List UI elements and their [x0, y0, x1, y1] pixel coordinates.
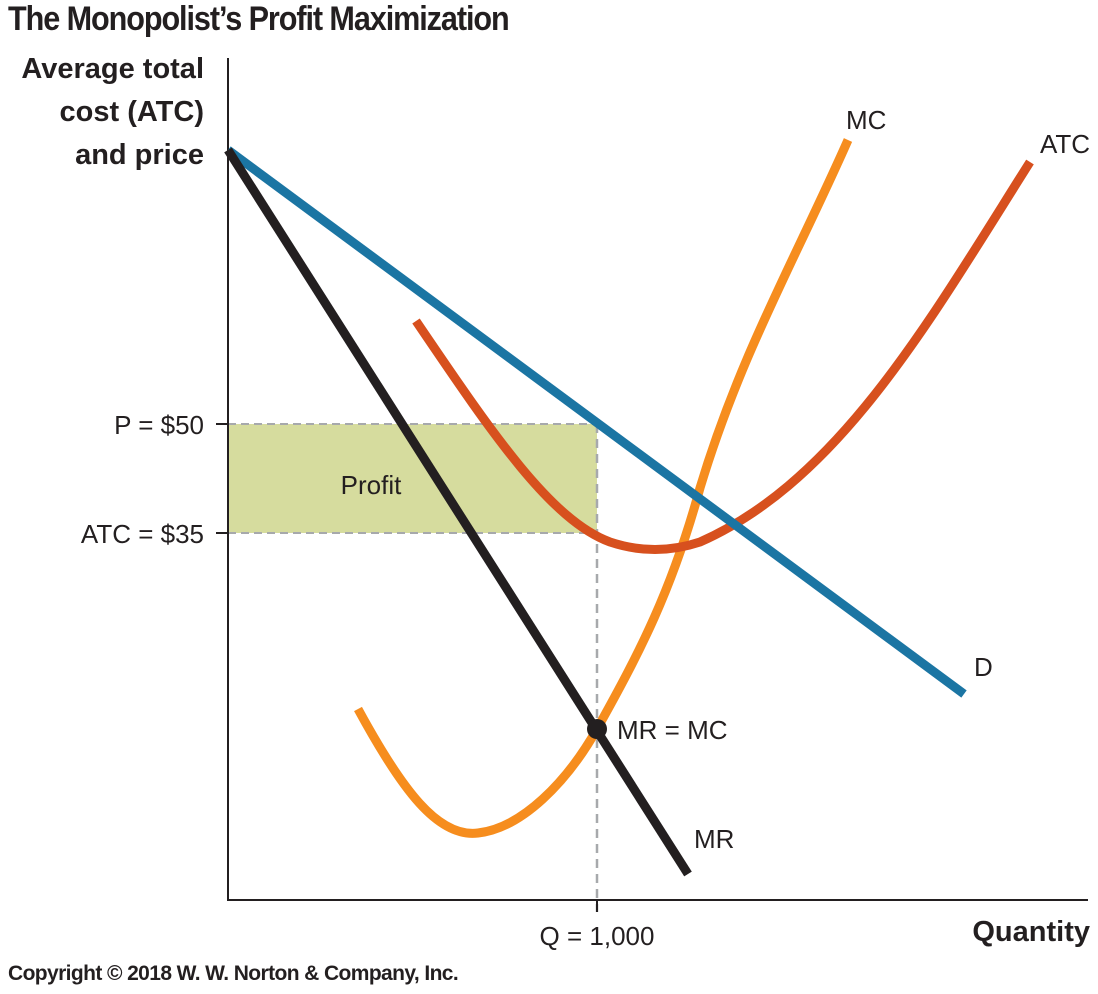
mr-curve	[224, 147, 692, 877]
y-axis-label: Average total cost (ATC) and price	[21, 53, 204, 171]
mr-mc-intersection-point	[587, 719, 607, 739]
y-tick-label-atc: ATC = $35	[81, 519, 204, 549]
demand-curve	[225, 146, 967, 698]
mr-series-label: MR	[694, 824, 734, 854]
copyright-notice: Copyright © 2018 W. W. Norton & Company,…	[8, 962, 459, 985]
y-tick-label-price: P = $50	[114, 410, 204, 440]
atc-curve	[412, 159, 1034, 554]
x-axis-label: Quantity	[972, 916, 1090, 948]
profit-label: Profit	[341, 470, 402, 500]
mr-mc-label: MR = MC	[617, 715, 728, 745]
chart-title: The Monopolist’s Profit Maximization	[8, 0, 510, 38]
x-tick-label-quantity: Q = 1,000	[540, 921, 655, 951]
mc-curve	[354, 138, 853, 838]
demand-series-label: D	[974, 652, 993, 682]
atc-series-label: ATC	[1040, 129, 1090, 159]
mc-series-label: MC	[846, 105, 886, 135]
